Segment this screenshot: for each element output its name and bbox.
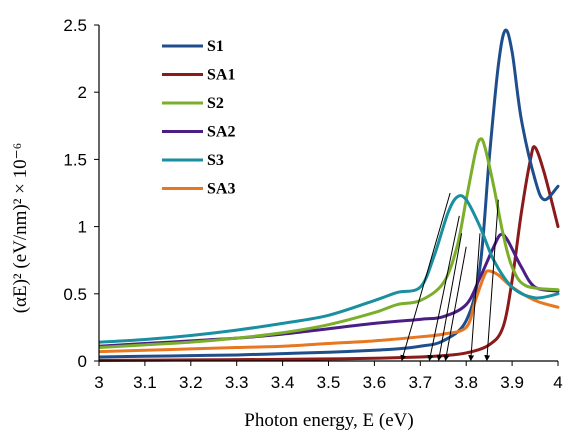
extrapolation-arrow: [400, 192, 451, 362]
extrapolation-arrow: [468, 233, 481, 362]
y-tick-label: 2: [78, 83, 87, 102]
x-tick-label: 3.4: [271, 373, 295, 392]
x-tick-label: 3.7: [408, 373, 432, 392]
legend-label-sa2: SA2: [207, 124, 235, 141]
legend-label-s3: S3: [207, 152, 224, 169]
plot-area: [99, 28, 560, 362]
x-tick-label: 4: [553, 373, 562, 392]
axis-titles: Photon energy, E (eV) (αE)² (eV/nm)² × 1…: [10, 143, 414, 431]
y-tick-label: 0.5: [63, 285, 87, 304]
y-tick-label: 1: [78, 218, 87, 237]
series-line-s2: [99, 137, 560, 350]
series-line-s1: [99, 28, 560, 359]
axes: 3 3.1 3.2 3.3 3.4 3.5 3.6 3.7 3.8 3.9 4 0 0.5 1 1.5 2 2.…: [63, 16, 562, 392]
x-tick-label: 3.1: [133, 373, 157, 392]
extrapolation-arrow: [443, 246, 467, 362]
legend-label-s1: S1: [207, 38, 224, 55]
series-line-sa3: [99, 269, 560, 354]
legend-label-sa1: SA1: [207, 67, 235, 84]
series-line-sa1: [99, 145, 560, 362]
legend-label-sa3: SA3: [207, 181, 235, 198]
x-tick-label: 3.6: [363, 373, 387, 392]
y-tick-label: 2.5: [63, 16, 87, 35]
legend: S1 SA1 S2 SA2 S3 SA3: [162, 38, 235, 198]
x-tick-label: 3.3: [225, 373, 249, 392]
series-line-s3: [99, 194, 560, 344]
x-tick-label: 3.2: [179, 373, 203, 392]
x-axis-title: Photon energy, E (eV): [244, 410, 413, 431]
x-tick-label: 3: [94, 373, 103, 392]
extrapolation-arrow: [427, 215, 460, 362]
extrapolation-arrow: [436, 233, 463, 362]
extrapolation-arrow: [484, 199, 499, 362]
x-tick-label: 3.8: [454, 373, 478, 392]
y-axis-title: (αE)² (eV/nm)² × 10⁻⁶: [10, 143, 31, 314]
x-tick-label: 3.9: [500, 373, 524, 392]
y-tick-label: 0: [78, 352, 87, 371]
y-tick-label: 1.5: [63, 150, 87, 169]
x-tick-label: 3.5: [317, 373, 341, 392]
legend-label-s2: S2: [207, 95, 224, 112]
